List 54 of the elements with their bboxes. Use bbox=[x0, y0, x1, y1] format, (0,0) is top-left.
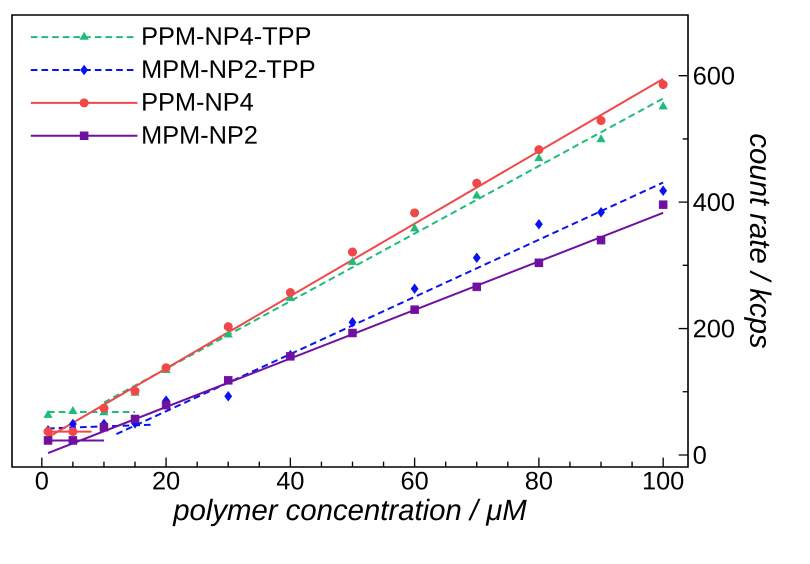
point bbox=[596, 116, 606, 126]
point bbox=[596, 134, 606, 142]
y-tick-label: 400 bbox=[693, 193, 734, 212]
point bbox=[68, 427, 78, 436]
legend-label: MPM-NP2 bbox=[143, 126, 257, 144]
legend-label: PPM-NP4 bbox=[143, 93, 253, 111]
point bbox=[348, 317, 356, 328]
point bbox=[99, 404, 108, 413]
point bbox=[224, 391, 232, 402]
point bbox=[472, 282, 482, 292]
point bbox=[348, 328, 357, 338]
x-tick-label: 80 bbox=[526, 472, 552, 490]
y-axis-title: count rate / kcps bbox=[744, 134, 772, 348]
point bbox=[162, 400, 170, 410]
x-tick-label: 100 bbox=[644, 472, 684, 490]
point bbox=[472, 178, 482, 188]
point bbox=[224, 376, 232, 385]
point bbox=[534, 153, 544, 162]
point bbox=[44, 436, 52, 445]
point bbox=[130, 414, 140, 424]
point bbox=[472, 190, 482, 198]
x-tick-label: 0 bbox=[36, 472, 48, 490]
point bbox=[224, 322, 233, 332]
legend-label: MPM-NP2-TPP bbox=[143, 60, 314, 78]
x-tick-label: 60 bbox=[402, 472, 428, 490]
point bbox=[658, 80, 668, 90]
y-tick-label: 200 bbox=[694, 320, 734, 338]
point bbox=[596, 236, 606, 244]
x-tick-label: 40 bbox=[276, 472, 304, 490]
point bbox=[100, 422, 108, 432]
point bbox=[659, 186, 668, 196]
point bbox=[410, 224, 420, 232]
point bbox=[410, 208, 420, 218]
point bbox=[658, 200, 668, 209]
point bbox=[44, 410, 52, 418]
y-tick-label: 0 bbox=[694, 446, 706, 464]
point bbox=[534, 258, 544, 268]
point bbox=[597, 207, 605, 218]
x-tick-label: 20 bbox=[153, 472, 180, 490]
point bbox=[224, 330, 233, 338]
point bbox=[286, 288, 295, 298]
point bbox=[410, 284, 418, 294]
point bbox=[68, 406, 78, 414]
point bbox=[68, 436, 78, 445]
point bbox=[472, 252, 481, 263]
legend-label: PPM-NP4-TPP bbox=[143, 27, 310, 45]
point bbox=[535, 219, 543, 230]
y-tick-label: 600 bbox=[694, 66, 734, 85]
point bbox=[410, 305, 419, 314]
point bbox=[658, 102, 668, 110]
point bbox=[348, 257, 357, 265]
x-axis-title: polymer concentration / μM bbox=[172, 498, 527, 526]
point bbox=[348, 248, 358, 257]
point bbox=[534, 145, 544, 154]
